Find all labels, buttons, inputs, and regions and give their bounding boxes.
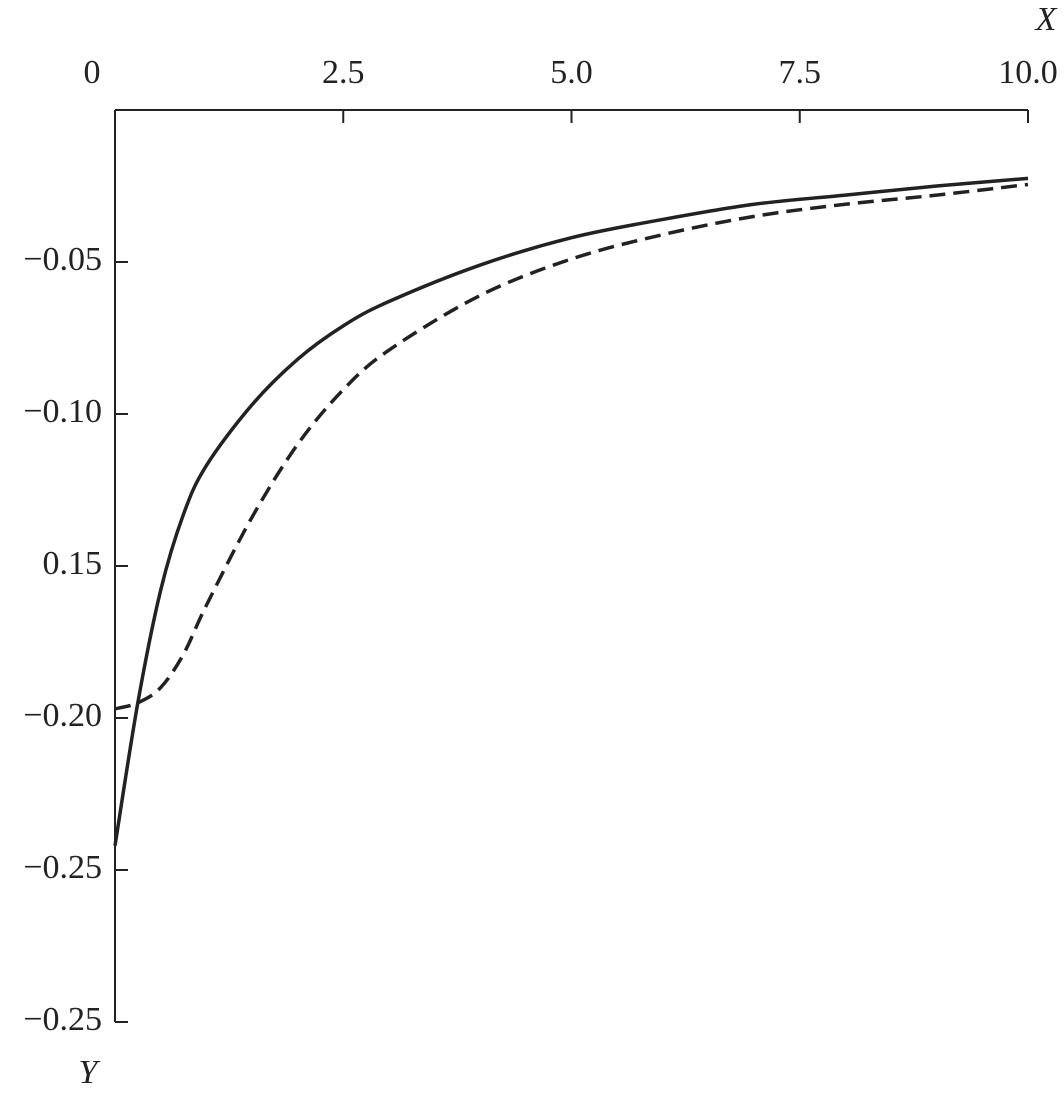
y-tick-label: −0.05	[23, 241, 102, 278]
x-tick-label: 5.0	[550, 54, 593, 91]
y-tick-label: −0.10	[23, 393, 102, 430]
y-tick-label: 0.15	[43, 545, 103, 582]
x-axis-title: X	[1034, 1, 1058, 38]
y-axis-title: Y	[79, 1054, 101, 1091]
x-tick-label: 2.5	[322, 54, 365, 91]
x-tick-label: 10.0	[998, 54, 1058, 91]
line-series	[113, 176, 1029, 846]
y-tick-label: −0.20	[23, 697, 102, 734]
y-tick-label: −0.25	[23, 1001, 102, 1038]
x-tick-label: 0	[84, 54, 101, 91]
line-series	[114, 182, 1029, 711]
x-tick-label: 7.5	[779, 54, 822, 91]
y-tick-label: −0.25	[23, 849, 102, 886]
